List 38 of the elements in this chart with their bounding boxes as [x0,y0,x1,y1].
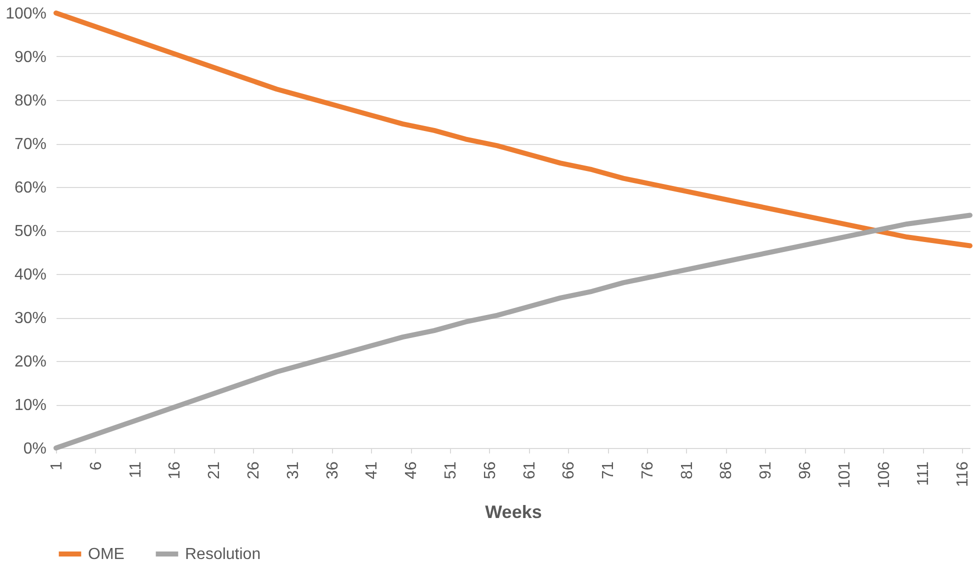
x-tick-label: 91 [758,461,775,480]
x-tick-label: 106 [876,461,893,488]
y-tick-label: 50% [14,223,46,240]
x-tick-label: 46 [403,461,420,480]
y-tick-label: 100% [6,6,46,22]
legend-label: OME [88,546,124,563]
x-tick-label: 1 [48,461,66,470]
x-tick-label: 41 [364,461,381,480]
y-tick-label: 70% [14,136,46,153]
y-tick-label: 10% [14,397,46,414]
y-tick-label: 80% [14,92,46,110]
legend-label: Resolution [185,546,261,563]
x-tick-label: 111 [915,461,932,486]
x-tick-label: 26 [245,461,262,480]
y-tick-label: 90% [14,49,46,66]
y-tick-label: 40% [14,266,46,284]
x-tick-label: 61 [521,461,538,480]
x-tick-label: 71 [600,461,618,480]
x-tick-label: 16 [166,461,184,480]
x-tick-label: 6 [88,461,105,470]
x-tick-label: 11 [127,461,144,478]
x-tick-label: 51 [442,461,460,480]
x-tick-label: 21 [206,461,224,480]
x-tick-label: 76 [639,461,656,480]
y-tick-label: 60% [14,180,46,196]
x-axis-title: Weeks [485,502,542,522]
x-tick-label: 86 [718,461,736,480]
x-tick-label: 56 [482,461,499,480]
x-tick-label: 66 [560,461,578,480]
x-tick-label: 96 [797,461,814,480]
y-tick-label: 20% [14,354,46,370]
x-tick-label: 36 [324,461,342,480]
x-tick-label: 101 [836,461,854,488]
x-tick-label: 31 [284,461,302,480]
y-tick-label: 30% [14,310,46,327]
x-tick-label: 116 [954,461,972,488]
x-tick-label: 81 [678,461,696,480]
y-tick-label: 0% [23,440,46,458]
